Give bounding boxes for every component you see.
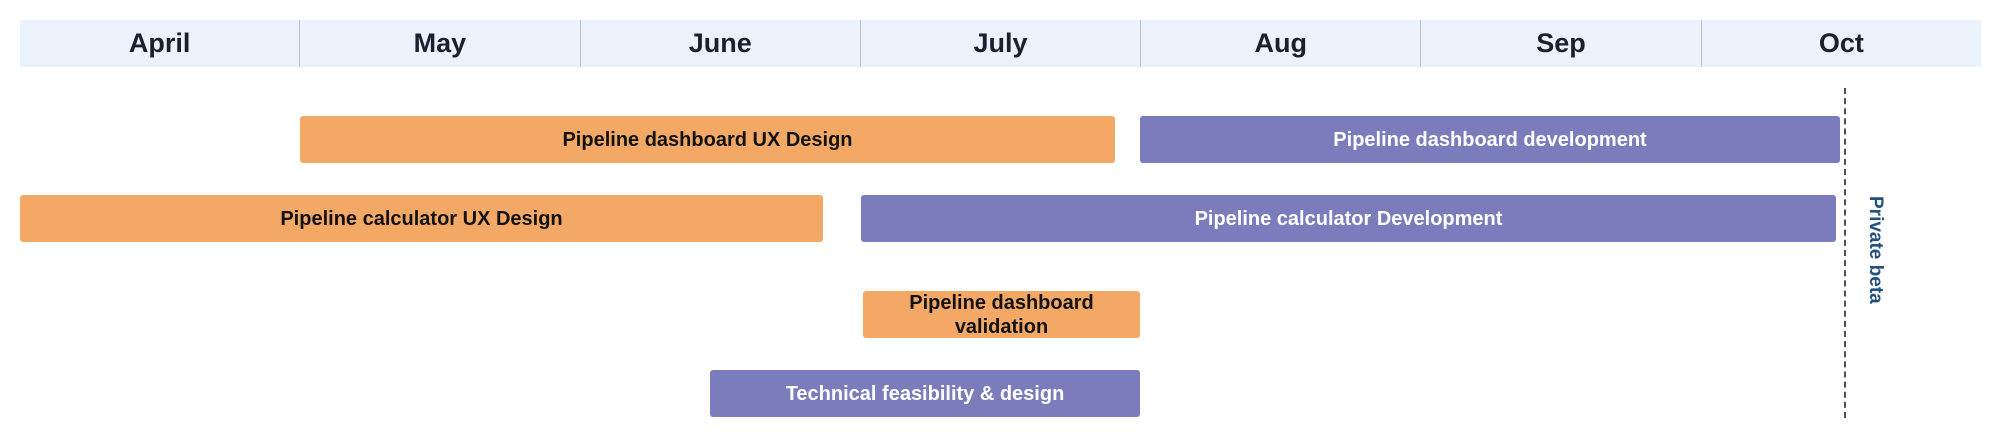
month-aug: Aug — [1140, 20, 1420, 67]
task-technical-feasibility-design[interactable]: Technical feasibility & design — [710, 370, 1140, 417]
month-may: May — [299, 20, 579, 67]
month-header: April May June July Aug Sep Oct — [20, 20, 1981, 67]
task-pipeline-dashboard-development[interactable]: Pipeline dashboard development — [1140, 116, 1840, 163]
month-july: July — [859, 20, 1140, 67]
month-april: April — [128, 28, 191, 58]
month-sep: Sep — [1420, 20, 1700, 67]
task-pipeline-dashboard-ux-design[interactable]: Pipeline dashboard UX Design — [300, 116, 1115, 163]
month-oct: Oct — [1700, 20, 1981, 67]
task-pipeline-dashboard-validation[interactable]: Pipeline dashboard validation — [863, 291, 1140, 338]
month-june: June — [579, 20, 860, 67]
private-beta-milestone-label: Private beta — [1865, 196, 1886, 304]
task-pipeline-calculator-ux-design[interactable]: Pipeline calculator UX Design — [20, 195, 823, 242]
private-beta-milestone-line — [1844, 88, 1846, 418]
task-pipeline-calculator-development[interactable]: Pipeline calculator Development — [861, 195, 1836, 242]
